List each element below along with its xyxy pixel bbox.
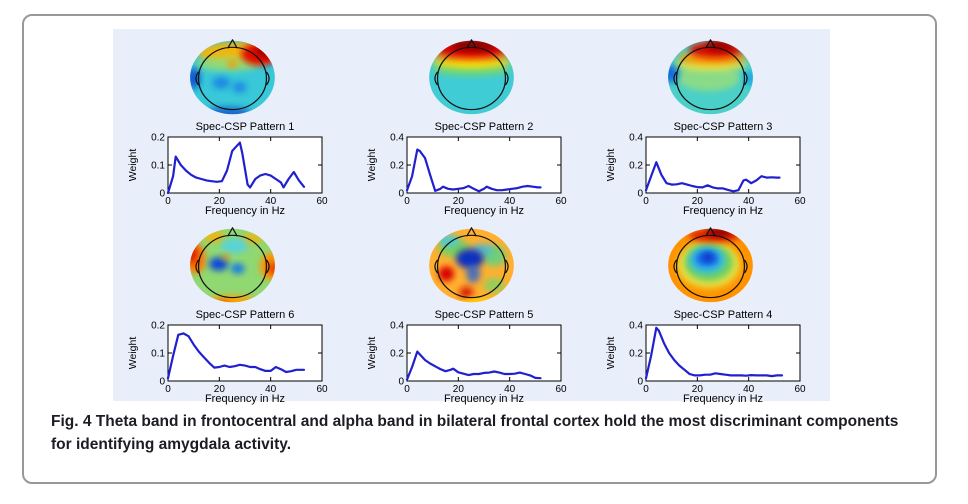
svg-text:0.4: 0.4 <box>629 133 643 144</box>
svg-text:Frequency in Hz: Frequency in Hz <box>682 393 762 405</box>
svg-text:Spec-CSP Pattern 3: Spec-CSP Pattern 3 <box>673 121 772 133</box>
svg-text:60: 60 <box>316 196 328 207</box>
svg-text:Weight: Weight <box>605 337 617 370</box>
svg-text:0: 0 <box>404 196 410 207</box>
topomap-pattern-1 <box>190 39 275 115</box>
pattern-cell-6: Spec-CSP Pattern 6 0 0.1 0.2 0 20 40 60 Weight Fr… <box>113 217 352 405</box>
svg-text:Spec-CSP Pattern 1: Spec-CSP Pattern 1 <box>195 121 294 133</box>
svg-text:0: 0 <box>637 189 643 200</box>
svg-text:Frequency in Hz: Frequency in Hz <box>204 205 284 217</box>
svg-text:0: 0 <box>398 189 404 200</box>
svg-text:Spec-CSP Pattern 6: Spec-CSP Pattern 6 <box>195 309 294 321</box>
svg-text:60: 60 <box>794 196 806 207</box>
svg-text:40: 40 <box>504 196 516 207</box>
svg-text:0: 0 <box>398 377 404 388</box>
pattern-cell-3: Spec-CSP Pattern 3 0 0.2 0.4 0 20 40 60 Weight Fr… <box>591 29 830 217</box>
svg-text:20: 20 <box>452 384 464 395</box>
svg-text:20: 20 <box>213 196 225 207</box>
svg-text:60: 60 <box>316 384 328 395</box>
figure-frame: Spec-CSP Pattern 1 0 0.1 0.2 0 20 40 60 Weight Fr… <box>22 14 937 484</box>
svg-text:60: 60 <box>794 384 806 395</box>
svg-text:60: 60 <box>555 196 567 207</box>
topomap-pattern-3 <box>668 39 753 115</box>
svg-text:Frequency in Hz: Frequency in Hz <box>682 205 762 217</box>
svg-text:0.4: 0.4 <box>390 321 404 332</box>
svg-text:0.1: 0.1 <box>151 161 165 172</box>
topomap-pattern-6 <box>190 227 275 303</box>
pattern-cell-5: Spec-CSP Pattern 5 0 0.2 0.4 0 20 40 60 Weight Fr… <box>352 217 591 405</box>
svg-text:0: 0 <box>165 196 171 207</box>
figure-panel: Spec-CSP Pattern 1 0 0.1 0.2 0 20 40 60 Weight Fr… <box>113 29 830 405</box>
svg-text:Frequency in Hz: Frequency in Hz <box>204 393 284 405</box>
svg-text:20: 20 <box>213 384 225 395</box>
svg-text:Spec-CSP Pattern 4: Spec-CSP Pattern 4 <box>673 309 772 321</box>
svg-text:0.1: 0.1 <box>151 349 165 360</box>
svg-text:20: 20 <box>691 196 703 207</box>
svg-text:Weight: Weight <box>605 149 617 182</box>
spectrum-plot-spec-csp-pattern-2: Spec-CSP Pattern 2 0 0.2 0.4 0 20 40 60 Weight Fr… <box>366 121 567 217</box>
svg-text:Frequency in Hz: Frequency in Hz <box>443 393 523 405</box>
svg-text:0: 0 <box>637 377 643 388</box>
spectrum-plot-spec-csp-pattern-1: Spec-CSP Pattern 1 0 0.1 0.2 0 20 40 60 Weight Fr… <box>127 121 328 217</box>
pattern-cell-4: Spec-CSP Pattern 4 0 0.2 0.4 0 20 40 60 Weight Fr… <box>591 217 830 405</box>
svg-text:40: 40 <box>265 196 277 207</box>
svg-text:0: 0 <box>643 196 649 207</box>
svg-text:Spec-CSP Pattern 2: Spec-CSP Pattern 2 <box>434 121 533 133</box>
svg-text:Weight: Weight <box>127 149 139 182</box>
svg-text:Weight: Weight <box>366 337 378 370</box>
pattern-cell-2: Spec-CSP Pattern 2 0 0.2 0.4 0 20 40 60 Weight Fr… <box>352 29 591 217</box>
pattern-cell-1: Spec-CSP Pattern 1 0 0.1 0.2 0 20 40 60 Weight Fr… <box>113 29 352 217</box>
svg-text:0: 0 <box>643 384 649 395</box>
svg-text:20: 20 <box>452 196 464 207</box>
svg-text:20: 20 <box>691 384 703 395</box>
svg-text:0.2: 0.2 <box>629 349 643 360</box>
topomap-pattern-5 <box>429 227 514 303</box>
spectrum-plot-spec-csp-pattern-5: Spec-CSP Pattern 5 0 0.2 0.4 0 20 40 60 Weight Fr… <box>366 309 567 405</box>
svg-text:0.2: 0.2 <box>151 321 165 332</box>
svg-text:60: 60 <box>555 384 567 395</box>
svg-text:0.2: 0.2 <box>629 161 643 172</box>
svg-text:Frequency in Hz: Frequency in Hz <box>443 205 523 217</box>
pattern-grid: Spec-CSP Pattern 1 0 0.1 0.2 0 20 40 60 Weight Fr… <box>113 29 830 405</box>
svg-text:40: 40 <box>743 196 755 207</box>
topomap-pattern-4 <box>668 227 753 303</box>
svg-text:Spec-CSP Pattern 5: Spec-CSP Pattern 5 <box>434 309 533 321</box>
svg-text:0: 0 <box>165 384 171 395</box>
figure-caption: Fig. 4 Theta band in frontocentral and a… <box>51 413 899 454</box>
spectrum-plot-spec-csp-pattern-4: Spec-CSP Pattern 4 0 0.2 0.4 0 20 40 60 Weight Fr… <box>605 309 806 405</box>
spectrum-plot-spec-csp-pattern-6: Spec-CSP Pattern 6 0 0.1 0.2 0 20 40 60 Weight Fr… <box>127 309 328 405</box>
svg-text:0.4: 0.4 <box>629 321 643 332</box>
svg-text:0.2: 0.2 <box>390 161 404 172</box>
svg-text:Weight: Weight <box>366 149 378 182</box>
svg-text:0.4: 0.4 <box>390 133 404 144</box>
svg-text:40: 40 <box>504 384 516 395</box>
svg-text:Weight: Weight <box>127 337 139 370</box>
spectrum-plot-spec-csp-pattern-3: Spec-CSP Pattern 3 0 0.2 0.4 0 20 40 60 Weight Fr… <box>605 121 806 217</box>
svg-text:0: 0 <box>159 377 165 388</box>
svg-text:40: 40 <box>743 384 755 395</box>
topomap-pattern-2 <box>429 39 514 115</box>
svg-text:0: 0 <box>159 189 165 200</box>
svg-text:40: 40 <box>265 384 277 395</box>
svg-text:0: 0 <box>404 384 410 395</box>
svg-text:0.2: 0.2 <box>390 349 404 360</box>
svg-text:0.2: 0.2 <box>151 133 165 144</box>
